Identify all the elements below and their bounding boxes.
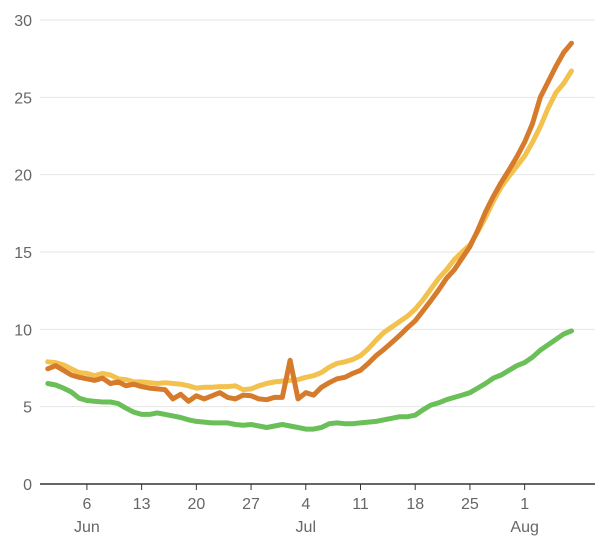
x-tick-label: 11: [352, 496, 369, 513]
x-tick-label: 20: [187, 496, 205, 513]
x-tick-label: 1: [520, 496, 529, 513]
y-tick-label: 15: [14, 245, 32, 262]
gridlines: [40, 19, 595, 485]
y-tick-label: 0: [23, 477, 32, 494]
x-tick-label: 4: [301, 496, 310, 513]
x-axis: 6 Jun 13 20 27 4 Jul 11 18 25 1 Aug: [74, 484, 539, 536]
x-tick-label: 27: [242, 496, 260, 513]
x-month-label: Jul: [296, 519, 316, 536]
y-tick-label: 30: [14, 13, 32, 30]
y-tick-label: 5: [23, 400, 32, 417]
y-axis: 0 5 10 15 20 25 30: [14, 13, 32, 494]
x-month-label: Aug: [510, 519, 538, 536]
y-tick-label: 25: [14, 90, 32, 107]
x-tick-label: 18: [406, 496, 424, 513]
series-line-2: [45, 40, 574, 404]
x-tick-label: 13: [133, 496, 151, 513]
y-tick-label: 20: [14, 168, 32, 185]
series-lines: [45, 40, 574, 432]
x-tick-label: 6: [82, 496, 91, 513]
x-month-label: Jun: [74, 519, 100, 536]
series-line-1: [45, 68, 574, 393]
y-tick-label: 10: [14, 322, 32, 339]
series-line-3: [45, 328, 574, 432]
x-tick-label: 25: [461, 496, 479, 513]
